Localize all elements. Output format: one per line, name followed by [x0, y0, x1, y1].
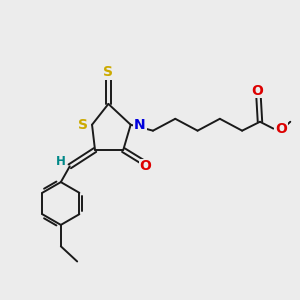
Text: N: N	[134, 118, 146, 132]
Text: H: H	[56, 155, 66, 168]
Text: O: O	[275, 122, 287, 136]
Text: O: O	[251, 84, 263, 98]
Text: S: S	[103, 65, 113, 79]
Text: S: S	[79, 118, 88, 132]
Text: O: O	[140, 159, 152, 173]
